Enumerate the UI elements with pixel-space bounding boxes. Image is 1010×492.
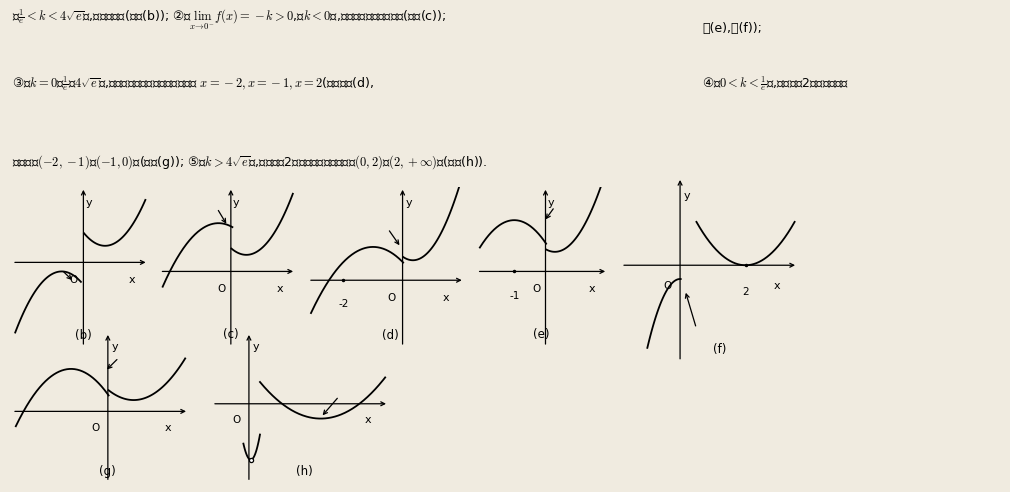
Text: -2: -2 xyxy=(338,300,348,309)
Text: (b): (b) xyxy=(75,329,92,342)
Text: y: y xyxy=(233,198,239,208)
Text: (g): (g) xyxy=(99,465,116,478)
Text: -1: -1 xyxy=(509,291,519,301)
Text: x: x xyxy=(277,284,283,294)
Text: x: x xyxy=(365,415,371,425)
Text: 2: 2 xyxy=(742,287,748,297)
Text: O: O xyxy=(91,423,100,433)
Text: O: O xyxy=(232,415,240,425)
Text: (e): (e) xyxy=(532,328,549,341)
Text: (h): (h) xyxy=(296,464,312,478)
Text: ③当$k=0$或$\frac{1}{e}$或$4\sqrt{e}$时,方程有且仅有一个实根且分别为 $x=-2,x=-1,x=2$(分别如图(d),: ③当$k=0$或$\frac{1}{e}$或$4\sqrt{e}$时,方程有且仅… xyxy=(12,75,375,93)
Text: (d): (d) xyxy=(383,329,399,342)
Text: (c): (c) xyxy=(223,328,238,341)
Text: x: x xyxy=(774,280,780,291)
Text: ④当$0<k<\frac{1}{e}$时,方程恰有2个不同实根，: ④当$0<k<\frac{1}{e}$时,方程恰有2个不同实根， xyxy=(702,75,849,93)
Text: x: x xyxy=(165,423,171,433)
Text: y: y xyxy=(86,198,92,208)
Text: 图(e),图(f));: 图(e),图(f)); xyxy=(702,23,762,35)
Text: y: y xyxy=(547,198,554,208)
Text: x: x xyxy=(129,275,135,285)
Text: O: O xyxy=(532,284,540,294)
Text: (f): (f) xyxy=(713,343,726,356)
Text: y: y xyxy=(406,198,412,208)
Text: O: O xyxy=(388,293,396,303)
Text: y: y xyxy=(112,342,118,352)
Text: y: y xyxy=(252,342,260,352)
Text: O: O xyxy=(664,280,672,291)
Text: y: y xyxy=(684,190,691,201)
Text: 即$\frac{1}{e}$$<k<4\sqrt{e}$时,方程无实根(如图(b)); ②当$\lim_{x\to 0^-}f(x)=-k>0$,即$k<0$时: 即$\frac{1}{e}$$<k<4\sqrt{e}$时,方程无实根(如图(b… xyxy=(12,7,446,32)
Text: x: x xyxy=(442,293,449,303)
Text: O: O xyxy=(217,284,225,294)
Text: 分别位于$(-2,-1)$与$(-1,0)$内(如图(g)); ⑤当$k>4\sqrt{e}$时,方程恰有2个不同实根，分别位于$(0,2)$与$(2,+\in: 分别位于$(-2,-1)$与$(-1,0)$内(如图(g)); ⑤当$k>4\s… xyxy=(12,154,488,171)
Text: x: x xyxy=(589,284,596,294)
Text: O: O xyxy=(70,275,78,285)
